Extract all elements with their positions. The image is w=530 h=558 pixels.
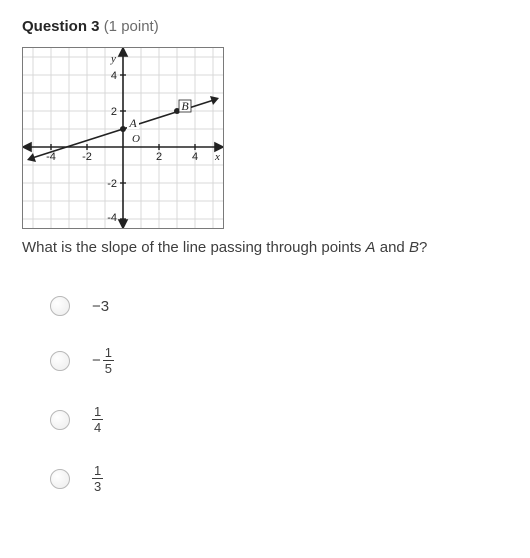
tick-x-2: 2 <box>156 151 162 163</box>
question-header: Question 3 (1 point) <box>22 18 508 35</box>
radio-icon <box>50 410 70 430</box>
denominator: 4 <box>92 421 103 434</box>
prompt-A: A <box>366 239 376 256</box>
prompt-post: ? <box>419 239 427 256</box>
denominator: 3 <box>92 480 103 493</box>
radio-icon <box>50 469 70 489</box>
numerator: 1 <box>103 346 114 359</box>
tick-y-4: 4 <box>111 70 117 82</box>
tick-y-neg2: -2 <box>107 178 117 190</box>
denominator: 5 <box>103 362 114 375</box>
minus-sign: − <box>92 352 101 369</box>
option-1-label: −3 <box>92 298 109 315</box>
point-b-label: B <box>181 99 189 113</box>
question-prompt: What is the slope of the line passing th… <box>22 239 508 256</box>
question-points: (1 point) <box>104 18 159 35</box>
numerator: 1 <box>92 464 103 477</box>
y-axis-label: y <box>110 53 116 65</box>
question-number: Question 3 <box>22 18 100 35</box>
tick-x-4: 4 <box>192 151 198 163</box>
options-list: −3 − 1 5 1 4 1 <box>22 296 508 493</box>
x-axis-label: x <box>214 151 220 163</box>
tick-x-neg2: -2 <box>82 151 92 163</box>
prompt-mid: and <box>376 239 409 256</box>
question-container: Question 3 (1 point) <box>0 0 530 541</box>
tick-y-2: 2 <box>111 106 117 118</box>
radio-icon <box>50 296 70 316</box>
option-4[interactable]: 1 3 <box>50 464 508 493</box>
option-4-label: 1 3 <box>92 464 103 493</box>
fraction: 1 5 <box>103 346 114 375</box>
prompt-B: B <box>409 239 419 256</box>
option-1[interactable]: −3 <box>50 296 508 316</box>
option-2-label: − 1 5 <box>92 346 114 375</box>
origin-label: O <box>132 133 140 145</box>
graph: -4 -2 2 4 4 2 -2 -4 O x y A B <box>22 47 224 229</box>
numerator: 1 <box>92 405 103 418</box>
prompt-pre: What is the slope of the line passing th… <box>22 239 366 256</box>
option-2[interactable]: − 1 5 <box>50 346 508 375</box>
option-3[interactable]: 1 4 <box>50 405 508 434</box>
tick-y-neg4: -4 <box>107 212 117 224</box>
point-a-label: A <box>128 116 137 130</box>
option-3-label: 1 4 <box>92 405 103 434</box>
radio-icon <box>50 351 70 371</box>
